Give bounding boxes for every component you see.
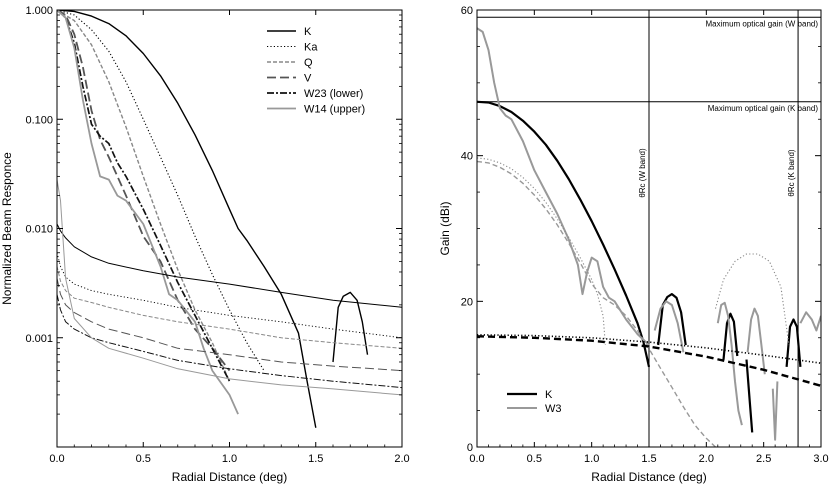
x-tick-label: 1.5 [308, 453, 323, 465]
plot-frame [56, 9, 403, 448]
series-k [57, 10, 317, 428]
y-tick-label: 40 [461, 151, 473, 163]
series-curve-10 [57, 278, 402, 372]
y-tick-label: 0 [467, 442, 473, 454]
reference-line-label: Maximum optical gain (K band) [708, 104, 819, 113]
series-w3 [653, 300, 685, 353]
series-curve-11 [57, 294, 402, 389]
series-w3 [716, 301, 743, 426]
x-tick-label: 0.0 [469, 453, 484, 465]
x-tick-label: 0.0 [49, 453, 64, 465]
legend-label: W23 (lower) [304, 88, 363, 100]
y-tick-label: 60 [461, 5, 473, 17]
series-k [332, 291, 369, 363]
right-panel-gain: Maximum optical gain (W band) Maximum opt… [438, 5, 829, 484]
legend-label: K [545, 389, 553, 401]
x-tick-label: 1.5 [641, 453, 656, 465]
x-tick-label: 1.0 [222, 453, 237, 465]
series-curve-12 [57, 179, 402, 396]
series-curve-7 [57, 223, 402, 308]
x-axis-label: Radial Distance (deg) [591, 470, 706, 484]
legend-label: Q [304, 57, 313, 69]
series-k [722, 312, 739, 360]
x-axis-label: Radial Distance (deg) [172, 470, 287, 484]
y-axis-label: Gain (dBi) [438, 201, 452, 255]
series-ka [57, 10, 265, 371]
x-tick-label: 3.0 [813, 453, 828, 465]
series-w23-lower [57, 10, 231, 382]
series-k [477, 100, 651, 368]
critical-angle-label: θRc (K band) [787, 149, 796, 196]
series-k [785, 318, 802, 367]
legend-label: Ka [304, 42, 318, 54]
series-curve-13 [477, 160, 716, 447]
series-k [657, 293, 687, 346]
legend-label: W14 (upper) [304, 104, 365, 116]
series-curve-9 [57, 266, 402, 349]
series-v [57, 10, 231, 372]
legend-label: K [304, 26, 312, 38]
x-tick-label: 2.0 [699, 453, 714, 465]
y-tick-label: 0.100 [25, 114, 53, 126]
left-panel-beam-response: 0.0 0.5 1.0 1.5 2.0 1.000 0.100 0.010 0.001 Radia… [0, 5, 410, 484]
y-tick-label: 0.001 [25, 333, 53, 345]
series-curve-8 [57, 252, 402, 339]
series-curve-10 [771, 381, 779, 441]
series-w3 [799, 311, 821, 332]
legend-label: V [304, 73, 312, 85]
y-tick-label: 0.010 [25, 224, 53, 236]
reference-line-label: Maximum optical gain (W band) [706, 19, 819, 28]
y-tick-label: 20 [461, 296, 473, 308]
x-tick-label: 2.5 [756, 453, 771, 465]
series-curve-15 [477, 335, 821, 387]
y-axis-label: Normalized Beam Responce [0, 152, 14, 305]
critical-angle-label: θRc (W band) [638, 148, 647, 198]
series-k [745, 359, 754, 433]
series-curve-11 [477, 157, 606, 346]
y-tick-label: 1.000 [25, 5, 53, 17]
x-tick-label: 2.0 [394, 453, 409, 465]
series-w3 [746, 307, 766, 375]
series-w3 [477, 27, 650, 346]
x-tick-label: 1.0 [584, 453, 599, 465]
x-tick-label: 0.5 [136, 453, 151, 465]
legend-label: W3 [545, 403, 562, 415]
x-tick-label: 0.5 [527, 453, 542, 465]
